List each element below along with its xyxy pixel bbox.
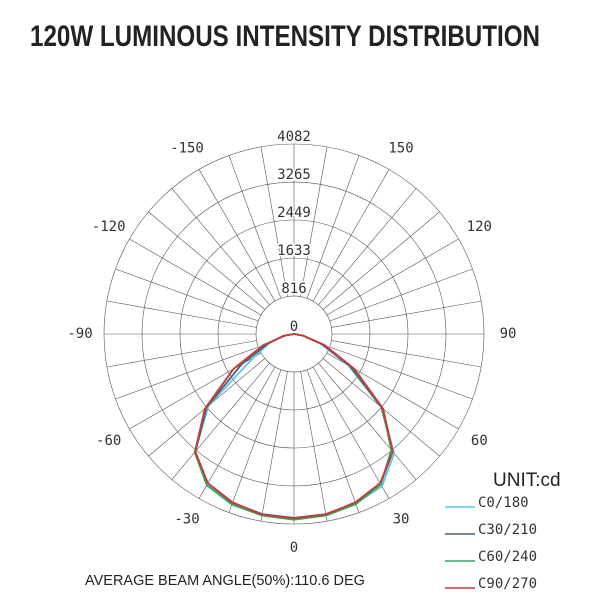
chart-title: 120W LUMINOUS INTENSITY DISTRIBUTION: [30, 20, 540, 53]
angle-tick-label: -90: [67, 326, 92, 342]
angle-tick-label: 60: [471, 433, 488, 449]
radial-grid-line: [331, 300, 482, 328]
legend-label: C30/210: [478, 522, 537, 538]
angle-tick-label: 0: [290, 540, 298, 556]
series-line: [194, 333, 396, 520]
angle-tick-label: 30: [393, 511, 410, 527]
angle-tick-label: -150: [170, 141, 204, 157]
unit-label: UNIT:cd: [493, 470, 561, 491]
radial-grid-line: [129, 352, 262, 430]
angle-tick-label: 150: [388, 141, 413, 157]
radial-grid-line: [318, 362, 417, 480]
annotation: AVERAGE BEAM ANGLE(50%):110.6 DEG: [85, 573, 365, 589]
radial-grid-line: [228, 155, 282, 299]
angle-tick-label: 120: [467, 219, 492, 235]
radial-grid-line: [198, 169, 276, 302]
legend-label: C60/240: [478, 549, 537, 565]
series-line: [193, 333, 393, 521]
radial-grid-line: [329, 346, 473, 400]
radial-grid-line: [198, 366, 276, 499]
radial-grid-line: [171, 188, 270, 306]
radial-grid-line: [312, 169, 390, 302]
angle-tick-label: -60: [96, 433, 121, 449]
radial-grid-line: [326, 238, 459, 316]
radial-grid-line: [300, 371, 328, 522]
radial-grid-line: [115, 346, 259, 400]
radial-grid-line: [148, 211, 266, 310]
r-tick-label: 816: [281, 281, 306, 297]
radial-grid-line: [260, 371, 288, 522]
radial-grid-line: [300, 146, 328, 297]
angle-tick-label: -120: [92, 219, 126, 235]
radial-grid-line: [106, 340, 257, 368]
radial-grid-line: [171, 362, 270, 480]
radial-grid-line: [306, 155, 360, 299]
angle-tick-label: -30: [174, 511, 199, 527]
radial-grid-line: [331, 340, 482, 368]
legend-label: C0/180: [478, 495, 529, 511]
radial-grid-line: [329, 268, 473, 322]
radial-grid-line: [322, 211, 440, 310]
r-tick-label: 4082: [277, 129, 311, 145]
radial-grid-line: [106, 300, 257, 328]
series-line: [194, 333, 394, 520]
r-tick-label: 1633: [277, 243, 311, 259]
radial-grid-line: [115, 268, 259, 322]
radial-grid-line: [318, 188, 417, 306]
radial-grid-line: [306, 369, 360, 513]
r-tick-label: 0: [290, 319, 298, 335]
legend-label: C90/270: [478, 576, 537, 592]
radial-grid-line: [312, 366, 390, 499]
radial-grid-line: [260, 146, 288, 297]
radial-grid-line: [129, 238, 262, 316]
r-tick-label: 3265: [277, 167, 311, 183]
r-tick-label: 2449: [277, 205, 311, 221]
radial-grid-line: [228, 369, 282, 513]
angle-tick-label: 90: [500, 326, 517, 342]
